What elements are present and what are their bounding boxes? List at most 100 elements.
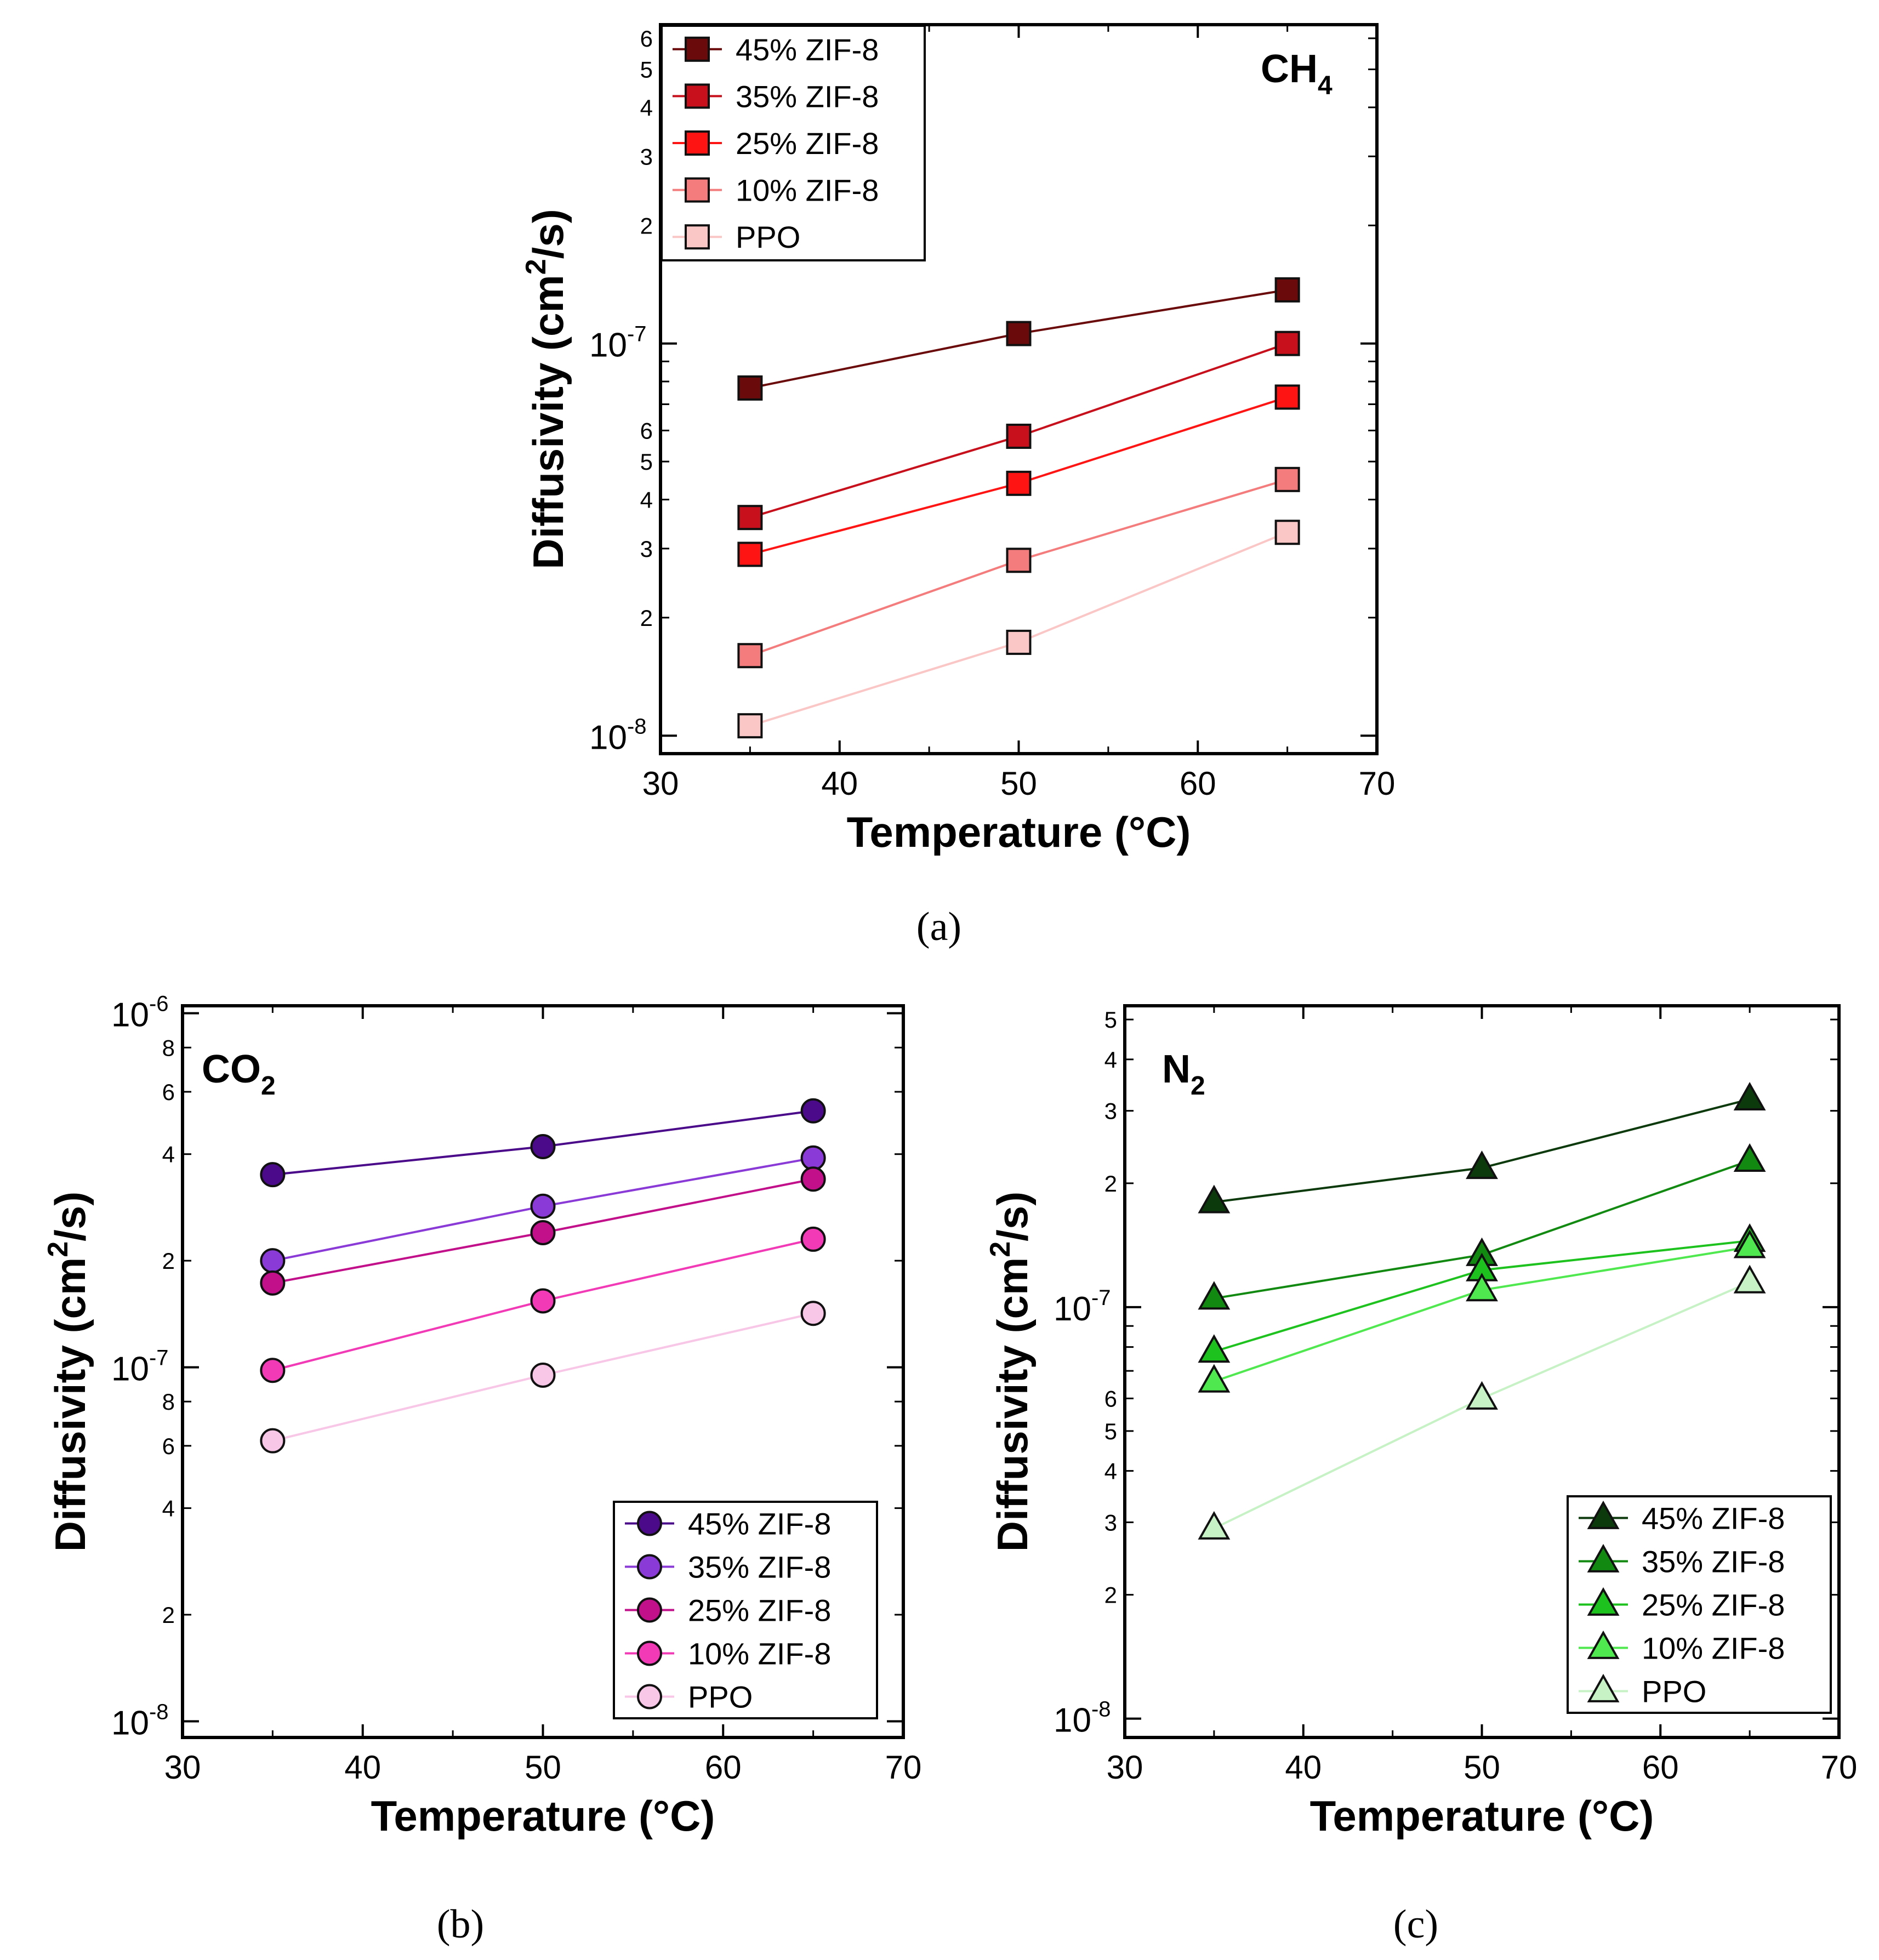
- x-tick-label: 60: [705, 1749, 742, 1786]
- panel-caption: (b): [437, 1902, 484, 1947]
- y-axis-title: Diffusivity (cm2/s): [520, 209, 572, 569]
- x-tick-label: 30: [1107, 1749, 1143, 1786]
- y-axis-title: Diffusivity (cm2/s): [42, 1192, 94, 1552]
- legend-marker: [637, 1640, 662, 1666]
- y-tick-label: 10-7: [111, 1346, 169, 1388]
- panel-caption: (a): [916, 904, 961, 949]
- y-tick-label: 10-7: [1054, 1286, 1111, 1328]
- legend-marker: [1587, 1630, 1620, 1659]
- data-point: [1466, 1381, 1498, 1410]
- y-minor-label: 6: [162, 1079, 175, 1105]
- legend-marker: [685, 36, 710, 62]
- x-axis-title: Temperature (°C): [1310, 1792, 1654, 1840]
- x-tick-label: 60: [1180, 765, 1216, 802]
- data-point: [800, 1226, 826, 1252]
- legend-label: 35% ZIF-8: [736, 79, 879, 113]
- data-point: [1006, 470, 1032, 496]
- data-point: [1466, 1273, 1498, 1302]
- data-point: [800, 1098, 826, 1124]
- y-minor-label: 2: [640, 213, 653, 238]
- y-minor-label: 8: [162, 1389, 175, 1415]
- data-point: [737, 505, 763, 531]
- data-point: [1006, 548, 1032, 573]
- legend-marker: [685, 130, 710, 156]
- legend-marker: [1587, 1543, 1620, 1572]
- y-minor-label: 6: [162, 1433, 175, 1459]
- data-point: [530, 1220, 556, 1245]
- data-point: [530, 1288, 556, 1314]
- y-minor-label: 5: [640, 449, 653, 475]
- y-minor-label: 4: [162, 1496, 175, 1522]
- data-point: [737, 542, 763, 567]
- data-point: [1198, 1184, 1231, 1213]
- x-tick-label: 30: [164, 1749, 201, 1786]
- legend-label: 45% ZIF-8: [736, 32, 879, 67]
- data-point: [1274, 277, 1300, 303]
- legend-label: 25% ZIF-8: [688, 1593, 831, 1628]
- x-tick-label: 40: [821, 765, 858, 802]
- y-minor-label: 8: [162, 1035, 175, 1061]
- data-point: [1198, 1364, 1231, 1393]
- data-point: [800, 1166, 826, 1192]
- legend-marker: [685, 177, 710, 203]
- x-tick-label: 60: [1642, 1749, 1679, 1786]
- data-point: [530, 1134, 556, 1160]
- data-point: [1198, 1334, 1231, 1363]
- chart-panel-a: 30 40 50 60 70 10-8 10-7 2 3 4 5 6 2 3 4 5 6 Temperature …: [520, 23, 1395, 949]
- data-point: [530, 1362, 556, 1388]
- legend-marker: [637, 1597, 662, 1623]
- legend-marker: [685, 224, 710, 250]
- legend-label: 35% ZIF-8: [1642, 1545, 1785, 1579]
- data-point: [737, 643, 763, 669]
- data-point: [1006, 629, 1032, 655]
- data-point: [800, 1145, 826, 1171]
- x-tick-label: 50: [1000, 765, 1037, 802]
- data-point: [1198, 1281, 1231, 1310]
- data-point: [260, 1248, 286, 1274]
- gas-label: CH4: [1261, 47, 1333, 100]
- y-tick-label: 10-8: [111, 1700, 169, 1742]
- data-point: [260, 1358, 286, 1383]
- legend-label: PPO: [688, 1680, 753, 1714]
- y-minor-label: 6: [640, 26, 653, 52]
- data-point: [1466, 1150, 1498, 1180]
- data-point: [1274, 520, 1300, 545]
- x-axis-title: Temperature (°C): [847, 808, 1191, 856]
- y-tick-label: 10-7: [589, 322, 647, 364]
- legend-marker: [685, 83, 710, 109]
- x-tick-label: 30: [642, 765, 679, 802]
- data-point: [1733, 1081, 1766, 1111]
- data-point: [1733, 1264, 1766, 1294]
- y-minor-label: 3: [640, 536, 653, 562]
- x-tick-label: 50: [525, 1749, 561, 1786]
- y-minor-label: 3: [640, 144, 653, 169]
- legend-marker: [1587, 1500, 1620, 1529]
- x-axis-title: Temperature (°C): [371, 1792, 715, 1840]
- y-axis-title: Diffusivity (cm2/s): [984, 1192, 1037, 1552]
- chart-panel-b: 30 40 50 60 70 10-8 10-7 10-6 2 4 6 8 2 4 6 8 Temperatur…: [42, 992, 921, 1947]
- data-point: [1733, 1229, 1766, 1258]
- y-minor-label: 5: [640, 57, 653, 83]
- data-point: [1006, 423, 1032, 449]
- legend-marker: [1587, 1673, 1620, 1702]
- data-point: [737, 375, 763, 401]
- data-point: [1733, 1143, 1766, 1172]
- legend-label: 25% ZIF-8: [1642, 1588, 1785, 1622]
- y-minor-label: 2: [1104, 1582, 1117, 1608]
- y-minor-label: 4: [640, 95, 653, 121]
- legend-marker: [637, 1511, 662, 1536]
- data-point: [1274, 466, 1300, 492]
- legend-label: 35% ZIF-8: [688, 1550, 831, 1585]
- data-point: [1274, 384, 1300, 410]
- y-minor-label: 3: [1104, 1098, 1117, 1124]
- data-point: [1198, 1511, 1231, 1540]
- y-minor-label: 2: [1104, 1171, 1117, 1196]
- x-tick-label: 70: [1821, 1749, 1858, 1786]
- legend-label: 10% ZIF-8: [736, 173, 879, 208]
- x-tick-label: 70: [885, 1749, 922, 1786]
- data-point: [260, 1162, 286, 1188]
- y-tick-label: 10-8: [1054, 1697, 1111, 1740]
- gas-label: N2: [1162, 1047, 1205, 1101]
- legend-marker: [637, 1684, 662, 1710]
